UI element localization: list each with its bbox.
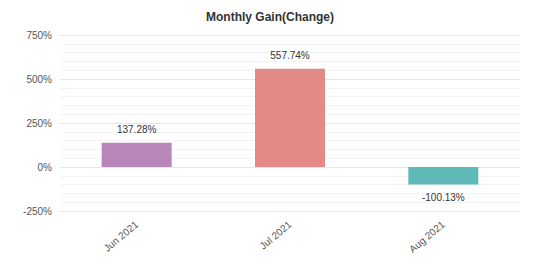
svg-text:557.74%: 557.74% [270, 50, 310, 61]
svg-text:0%: 0% [38, 162, 53, 173]
svg-text:Jun 2021: Jun 2021 [102, 219, 141, 254]
svg-text:-100.13%: -100.13% [422, 192, 465, 203]
svg-text:500%: 500% [26, 74, 52, 85]
svg-text:Jul 2021: Jul 2021 [258, 219, 294, 252]
svg-text:250%: 250% [26, 118, 52, 129]
svg-text:Monthly Gain(Change): Monthly Gain(Change) [206, 10, 334, 24]
svg-text:137.28%: 137.28% [117, 124, 157, 135]
svg-text:750%: 750% [26, 30, 52, 41]
svg-text:Aug 2021: Aug 2021 [407, 219, 447, 255]
svg-text:-250%: -250% [23, 206, 52, 217]
